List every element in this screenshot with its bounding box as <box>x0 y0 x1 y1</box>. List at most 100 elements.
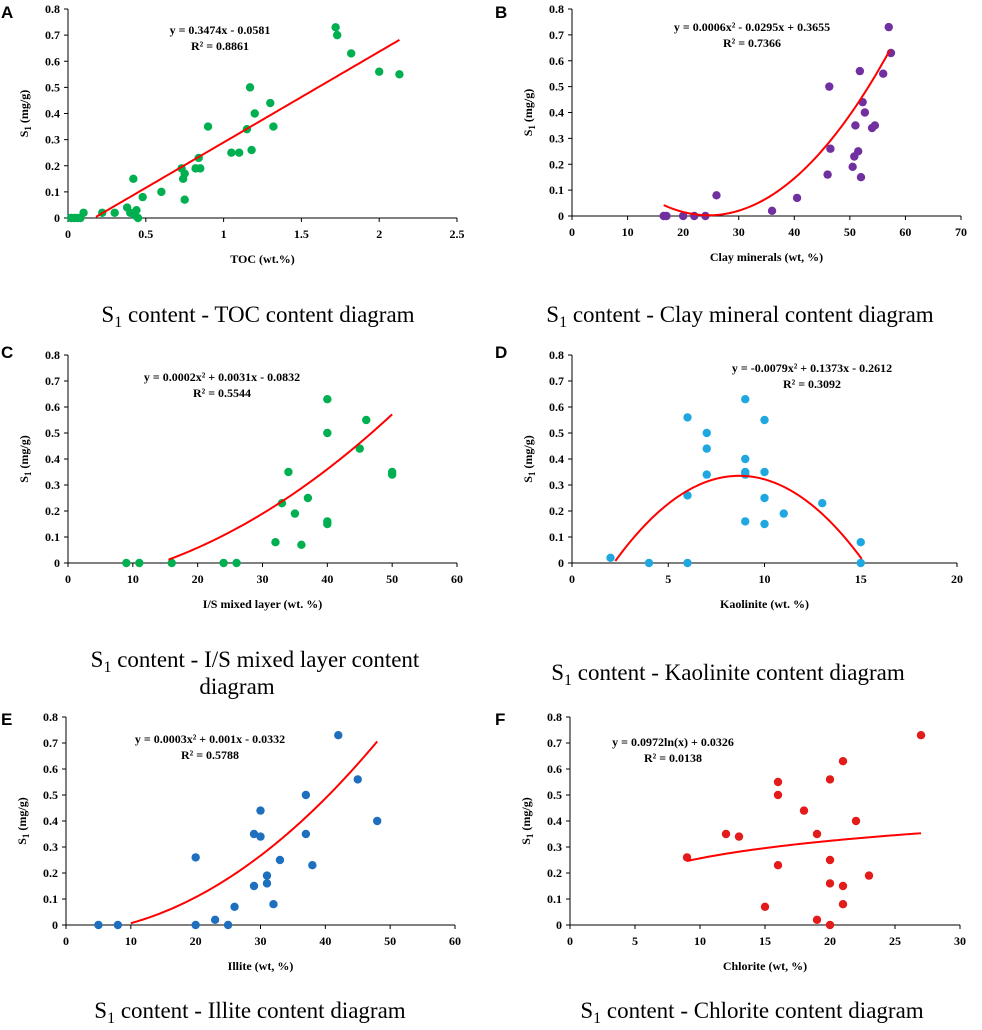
y-tick-label: 0.7 <box>45 374 60 388</box>
panel-caption: S1 content - Illite content diagram <box>94 998 405 1025</box>
data-point <box>256 806 265 815</box>
data-point <box>269 122 278 131</box>
x-tick-label: 70 <box>955 225 967 239</box>
data-point <box>825 920 835 930</box>
data-point <box>856 558 865 568</box>
r-squared: R² = 0.0138 <box>644 751 702 765</box>
data-point <box>334 731 343 740</box>
chart-panel-a: A 0 0.1 0.2 0.3 0.4 0.5 0.6 0.7 0.8 0 0.5 1 1.5 2 2.5 TO… <box>1 2 465 331</box>
data-point <box>232 558 241 568</box>
data-point <box>301 790 311 800</box>
x-tick-label: 10 <box>622 225 634 239</box>
x-tick-label: 0 <box>567 934 573 948</box>
data-point <box>879 69 888 78</box>
y-tick-label: 0.4 <box>547 814 562 828</box>
data-point <box>856 538 865 547</box>
x-tick-label: 10 <box>759 572 771 586</box>
y-tick-label: 0 <box>52 918 58 932</box>
x-tick-label: 20 <box>190 934 202 948</box>
data-point <box>860 108 870 117</box>
data-point <box>818 499 827 508</box>
x-tick-label: 5 <box>665 572 671 586</box>
y-tick-label: 0.8 <box>45 348 60 362</box>
x-tick-label: 50 <box>386 572 398 586</box>
data-point <box>848 162 857 172</box>
data-point <box>234 148 244 157</box>
data-point <box>683 491 692 500</box>
chart-panel-c: C 0 0.1 0.2 0.3 0.4 0.5 0.6 0.7 0.8 0 10 20 30 40 50 60 I… <box>1 343 463 699</box>
x-tick-label: 30 <box>255 934 267 948</box>
fit-equation: y = 0.0003x² + 0.001x - 0.0332 <box>135 732 285 746</box>
x-tick-label: 2.5 <box>450 227 465 241</box>
y-tick-label: 0.4 <box>43 814 58 828</box>
x-tick-label: 30 <box>733 225 745 239</box>
data-point <box>606 553 615 562</box>
data-point <box>734 832 744 841</box>
y-tick-label: 0.3 <box>45 133 60 147</box>
data-point <box>644 558 654 568</box>
x-tick-label: 15 <box>759 934 771 948</box>
x-tick-label: 20 <box>677 225 689 239</box>
x-tick-label: 1 <box>221 227 227 241</box>
y-axis-title: S1 (mg/g) <box>17 435 33 483</box>
data-point <box>799 806 809 815</box>
data-point <box>138 192 147 202</box>
data-point <box>678 211 688 221</box>
x-tick-label: 10 <box>125 934 137 948</box>
x-tick-label: 20 <box>824 934 836 948</box>
fit-equation: y = -0.0079x² + 0.1373x - 0.2612 <box>732 361 892 375</box>
fit-equation: y = 0.3474x - 0.0581 <box>170 23 271 37</box>
x-tick-label: 20 <box>951 572 963 586</box>
y-tick-label: 0.6 <box>45 54 60 68</box>
x-axis-title: Illite (wt, %) <box>228 959 294 973</box>
r-squared: R² = 0.5544 <box>193 386 251 400</box>
x-axis-title: TOC (wt.%) <box>230 252 294 266</box>
panel-caption: S1 content - Kaolinite content diagram <box>551 660 905 689</box>
data-point <box>812 829 822 839</box>
y-tick-label: 0.8 <box>549 2 564 16</box>
data-point <box>853 147 863 156</box>
data-point <box>191 853 200 862</box>
x-tick-label: 0 <box>63 934 69 948</box>
panel-caption: S1 content - I/S mixed layer content <box>91 647 420 676</box>
r-squared: R² = 0.7366 <box>723 36 781 50</box>
y-tick-label: 0.1 <box>547 892 562 906</box>
trendline <box>95 38 400 218</box>
data-point <box>838 900 848 909</box>
x-tick-label: 2 <box>376 227 382 241</box>
y-tick-label: 0.2 <box>549 504 564 518</box>
data-point <box>271 538 280 547</box>
data-point <box>773 861 783 870</box>
y-tick-label: 0.4 <box>45 107 60 121</box>
y-tick-label: 0.3 <box>549 131 564 145</box>
data-point <box>884 22 893 32</box>
y-tick-label: 0.2 <box>549 157 564 171</box>
y-tick-label: 0.4 <box>45 452 60 466</box>
data-point <box>702 470 711 479</box>
data-point <box>395 70 404 79</box>
chart-panel-e: E 0 0.1 0.2 0.3 0.4 0.5 0.6 0.7 0.8 0 10 20 30 40 50 60 I… <box>1 710 461 1027</box>
data-point <box>916 731 926 740</box>
data-point <box>323 395 332 404</box>
y-tick-label: 0.8 <box>547 710 562 724</box>
panel-letter: E <box>1 710 12 729</box>
r-squared: R² = 0.3092 <box>783 377 841 391</box>
data-point <box>375 67 384 76</box>
chart-panel-b: B 0 0.1 0.2 0.3 0.4 0.5 0.6 0.7 0.8 0 10 20 30 40 50 60 7… <box>495 2 967 331</box>
y-tick-label: 0.8 <box>45 2 60 16</box>
y-axis-title: S1 (mg/g) <box>17 90 33 138</box>
x-axis-title: Chlorite (wt, %) <box>723 959 807 973</box>
y-tick-label: 0.2 <box>547 866 562 880</box>
trendline <box>686 832 922 862</box>
y-tick-label: 0.7 <box>549 374 564 388</box>
x-tick-label: 15 <box>855 572 867 586</box>
panel-letter: F <box>495 710 505 729</box>
panel-letter: C <box>1 343 13 362</box>
data-point <box>133 213 143 223</box>
data-point <box>157 187 166 197</box>
data-point <box>362 415 371 425</box>
data-point <box>825 855 835 865</box>
trendline <box>614 474 863 562</box>
y-tick-label: 0.5 <box>45 426 60 440</box>
y-tick-label: 0.4 <box>549 106 564 120</box>
